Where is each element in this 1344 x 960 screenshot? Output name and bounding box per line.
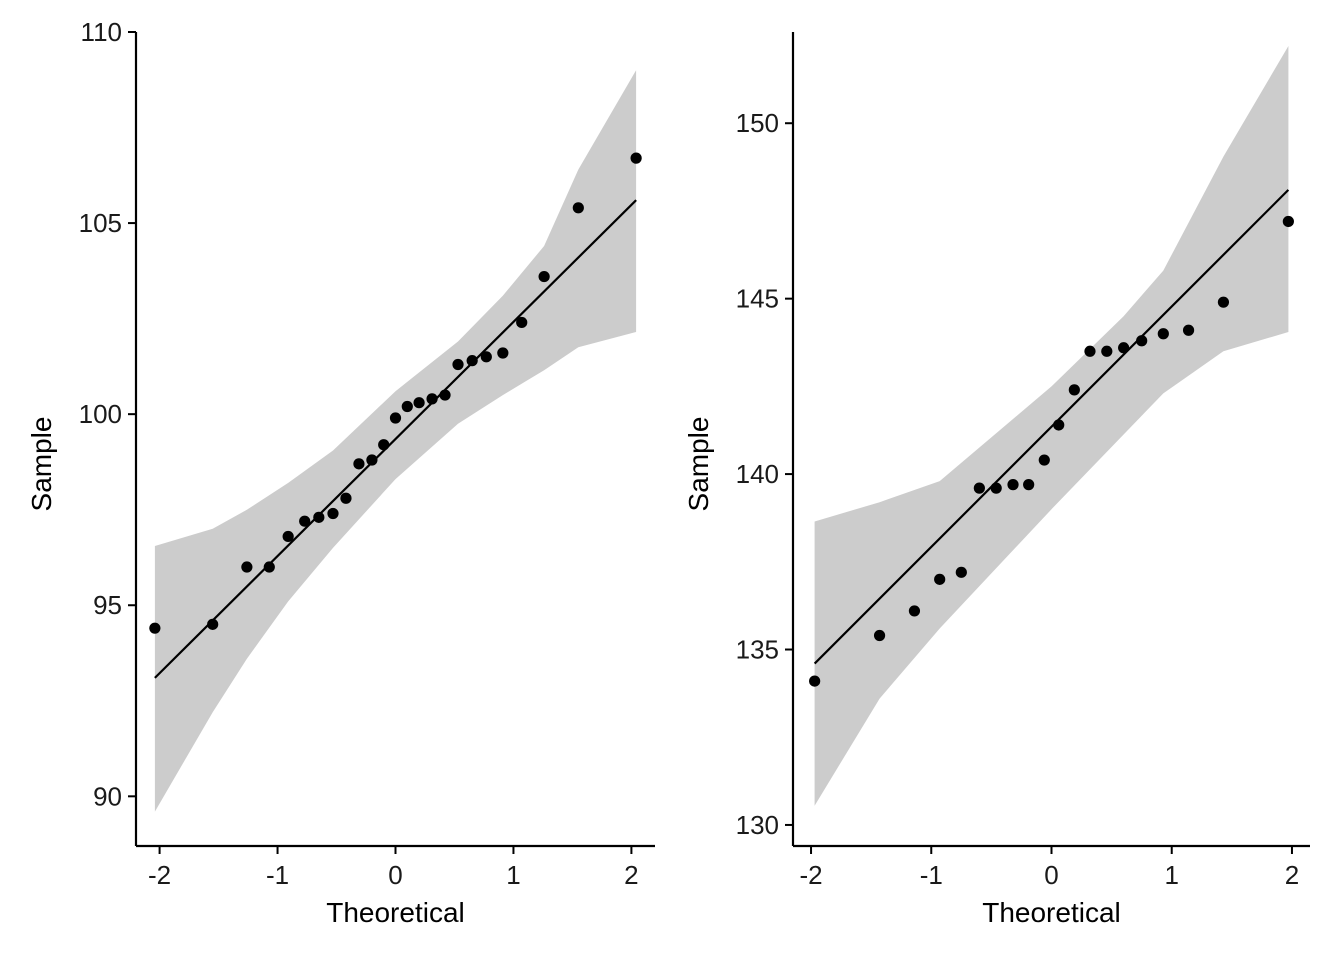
data-point (353, 458, 365, 470)
data-point (389, 412, 402, 424)
data-point (1101, 345, 1113, 357)
data-point (1136, 335, 1148, 347)
data-point (1157, 328, 1169, 340)
data-point (327, 507, 339, 520)
data-point (809, 675, 821, 687)
y-tick-label: 105 (79, 208, 122, 238)
data-point (480, 351, 492, 363)
x-tick-label: 0 (1044, 860, 1058, 890)
data-point (572, 202, 584, 214)
data-point (990, 482, 1002, 494)
data-point (1217, 296, 1230, 308)
data-point (538, 270, 550, 283)
x-tick-label: 2 (624, 860, 638, 890)
data-point (630, 152, 642, 164)
data-point (497, 347, 509, 359)
data-point (207, 618, 219, 630)
data-point (439, 389, 451, 401)
x-axis-title: Theoretical (982, 897, 1121, 928)
data-point (366, 454, 378, 466)
data-point (413, 397, 425, 409)
data-point (1084, 345, 1096, 357)
y-tick-label: 95 (93, 590, 122, 620)
data-point (1118, 342, 1130, 354)
x-tick-label: 1 (1164, 860, 1178, 890)
x-tick-label: -2 (799, 860, 822, 890)
data-point (1182, 324, 1195, 336)
reference-line (154, 199, 637, 679)
data-point (282, 530, 294, 543)
x-tick-label: -1 (266, 860, 289, 890)
reference-line (813, 189, 1290, 665)
data-point (873, 629, 886, 642)
confidence-band (154, 70, 637, 812)
data-point (1007, 479, 1019, 491)
data-point (516, 316, 528, 329)
data-point (378, 439, 390, 451)
data-point (1282, 215, 1294, 228)
y-axis-title: Sample (683, 417, 714, 512)
x-tick-label: 1 (506, 860, 520, 890)
y-tick-label: 140 (736, 459, 779, 489)
data-point (452, 358, 464, 371)
data-point (299, 515, 311, 527)
qq-panel-1: -2 -1 0 1 2 90 95 100 105 110 Theoretical Sample (26, 17, 655, 928)
data-point (466, 355, 478, 367)
data-point (955, 566, 967, 578)
data-point (1053, 419, 1065, 431)
x-axis-title: Theoretical (326, 897, 465, 928)
y-axis-title: Sample (26, 417, 57, 512)
y-tick-label: 100 (79, 399, 122, 429)
x-tick-label: 0 (388, 860, 402, 890)
data-point (426, 393, 438, 405)
y-tick-label: 130 (736, 810, 779, 840)
data-point (934, 573, 946, 585)
x-tick-label: 2 (1285, 860, 1299, 890)
y-tick-label: 110 (81, 17, 122, 47)
data-point (908, 605, 921, 617)
data-point (401, 400, 413, 413)
data-point (241, 561, 253, 573)
data-point (149, 622, 161, 634)
data-point (1023, 479, 1035, 491)
data-point (973, 482, 985, 494)
x-tick-label: -2 (148, 860, 171, 890)
data-point (1038, 454, 1050, 466)
data-point (340, 492, 352, 504)
data-point (313, 511, 325, 523)
y-tick-label: 145 (736, 284, 779, 314)
x-tick-label: -1 (920, 860, 943, 890)
y-tick-label: 90 (93, 781, 122, 811)
y-tick-label: 150 (736, 108, 779, 138)
data-point (1068, 384, 1080, 396)
data-point (263, 561, 275, 573)
qq-panel-2: -2 -1 0 1 2 130 135 140 145 150 Theoretical Sample (683, 32, 1310, 928)
y-tick-label: 135 (736, 635, 779, 665)
